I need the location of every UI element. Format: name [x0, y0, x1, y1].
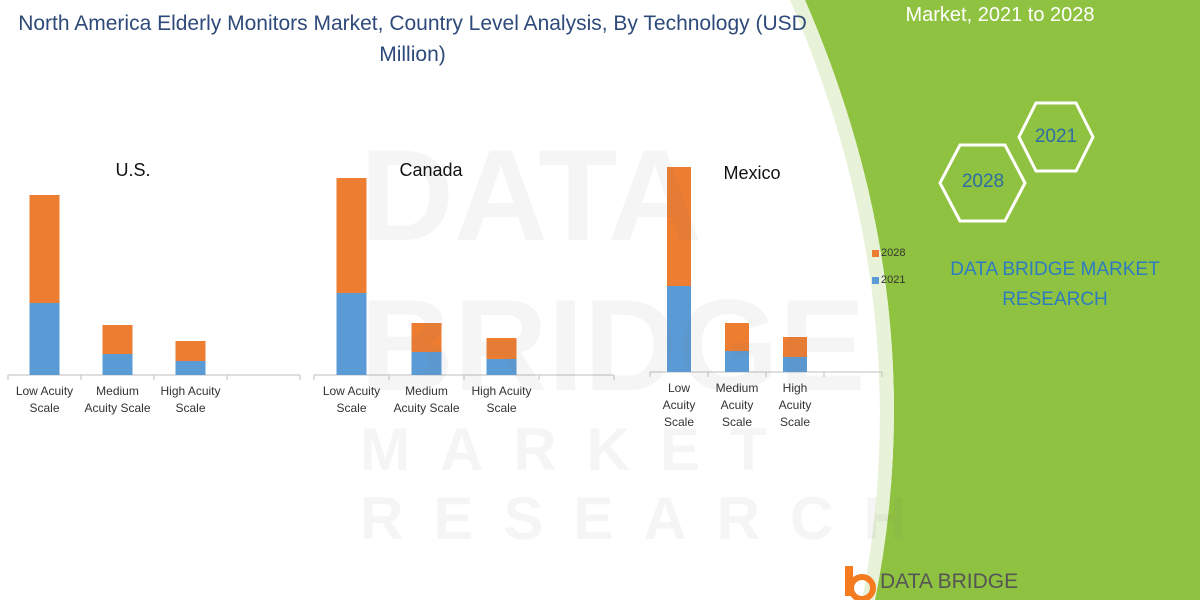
chart-title: North America Elderly Monitors Market, C… — [18, 12, 807, 66]
badge: 2028 — [961, 171, 1005, 192]
legend-swatch — [872, 250, 879, 257]
bar — [336, 293, 367, 375]
logo-text: DATA BRIDGE — [880, 570, 1019, 593]
x-tick-label: Medium Acuity Scale — [84, 384, 151, 415]
hexagon — [1017, 101, 1095, 173]
x-tick-label: Medium Acuity Scale — [715, 381, 759, 429]
bar — [783, 337, 807, 357]
x-tick-label: High Acuity Scale — [160, 384, 221, 415]
bar — [411, 352, 442, 375]
legend-label: 2028 — [881, 247, 906, 259]
brand: DATA BRIDGE MARKET RESEARCH — [950, 259, 1160, 310]
x-tick-label: High Acuity Scale — [778, 381, 812, 429]
subchart-title: U.S. — [115, 160, 151, 180]
x-tick-label: Low Acuity Scale — [322, 384, 381, 415]
x-tick-label: Low Acuity Scale — [15, 384, 74, 415]
bar — [486, 338, 517, 359]
x-tick-label: Low Acuity Scale — [662, 381, 696, 429]
bar — [102, 325, 133, 354]
hexagon — [938, 143, 1027, 223]
bar — [175, 341, 206, 361]
watermark: MARKET RESEARCH — [360, 416, 937, 552]
watermark: DATA BRIDGE — [360, 122, 866, 418]
green-panel — [805, 0, 1200, 600]
bar — [102, 354, 133, 375]
panel-edge — [790, 0, 894, 600]
bar — [411, 323, 442, 352]
bar — [336, 178, 367, 293]
subchart-title: Mexico — [723, 163, 781, 183]
logo-icon — [845, 566, 853, 596]
logo-icon — [848, 574, 876, 600]
x-tick-label: High Acuity Scale — [471, 384, 532, 415]
plots — [7, 167, 883, 380]
bar — [667, 167, 691, 286]
bar — [29, 303, 60, 375]
subchart-title: Canada — [399, 160, 463, 180]
badge: 2021 — [1034, 126, 1078, 147]
bar — [783, 357, 807, 372]
panel-heading: Market, 2021 to 2028 — [905, 4, 1095, 26]
bar — [725, 323, 749, 351]
bar — [29, 195, 60, 303]
bar — [175, 361, 206, 375]
legend-label: 2021 — [881, 274, 906, 286]
bar — [725, 351, 749, 372]
legend-swatch — [872, 277, 879, 284]
bar — [667, 286, 691, 372]
bar — [486, 359, 517, 375]
x-tick-label: Medium Acuity Scale — [393, 384, 460, 415]
